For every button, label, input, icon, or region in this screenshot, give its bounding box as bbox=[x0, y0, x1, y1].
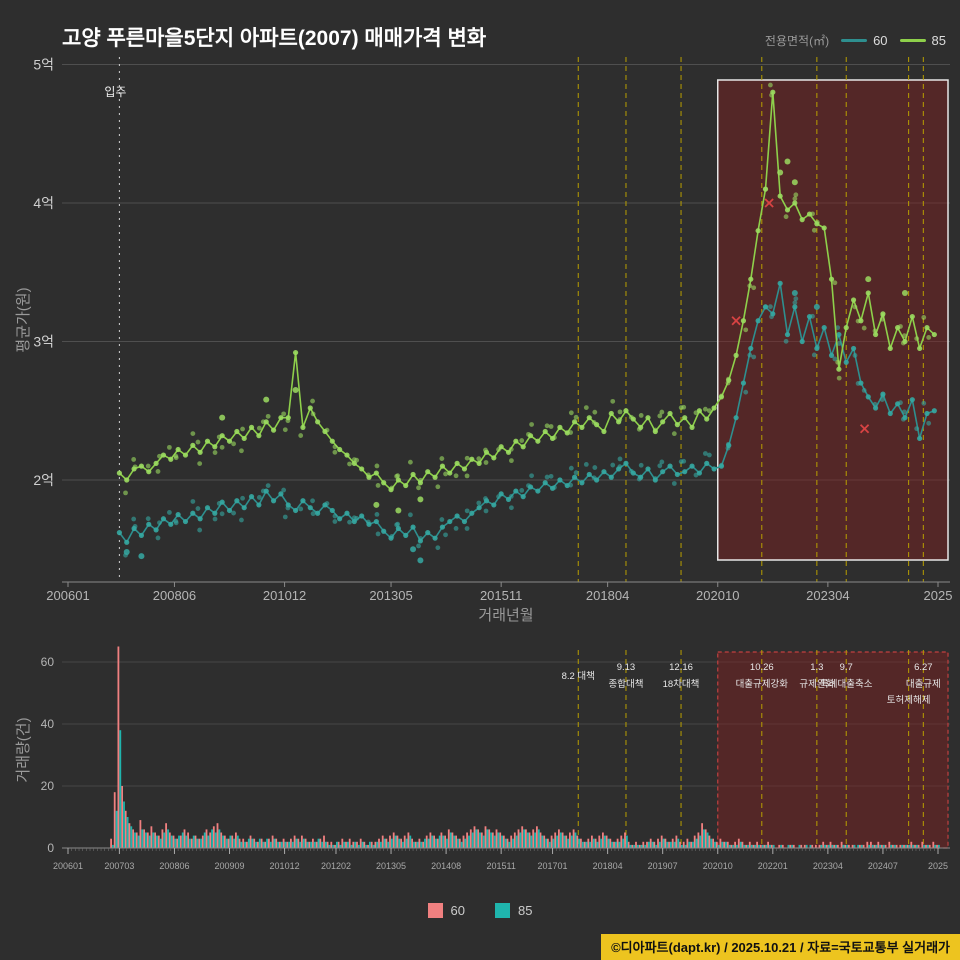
svg-text:201012: 201012 bbox=[263, 588, 306, 603]
legend-item-85[interactable]: 85 bbox=[899, 33, 946, 48]
svg-text:5억: 5억 bbox=[33, 57, 54, 73]
price-gridlines: 2억 3억 4억 5억 bbox=[33, 57, 950, 488]
svg-text:9.13: 9.13 bbox=[617, 662, 636, 673]
svg-text:201012: 201012 bbox=[270, 861, 300, 871]
svg-text:규제완화: 규제완화 bbox=[799, 679, 834, 690]
svg-text:201511: 201511 bbox=[486, 861, 515, 871]
svg-text:0: 0 bbox=[47, 841, 54, 855]
svg-text:대출규제: 대출규제 bbox=[906, 679, 941, 690]
volume-gridlines: 0 20 40 60 bbox=[41, 655, 950, 855]
price-x-markers bbox=[731, 198, 870, 434]
svg-text:2025: 2025 bbox=[928, 861, 948, 871]
volume-bars-60 bbox=[110, 646, 938, 848]
svg-text:200601: 200601 bbox=[46, 588, 89, 603]
series-60-line-swatch bbox=[841, 39, 868, 42]
svg-text:12.16: 12.16 bbox=[669, 662, 693, 673]
price-highlight-box bbox=[716, 79, 949, 561]
svg-text:특례대출축소: 특례대출축소 bbox=[820, 679, 873, 690]
volume-legend-60-label: 60 bbox=[450, 903, 465, 918]
svg-text:18차대책: 18차대책 bbox=[663, 678, 700, 690]
legend-area-bottom: 60 85 bbox=[0, 903, 960, 918]
price-axis: 200601 200806 201012 201305 201511 201804 2020… bbox=[46, 581, 953, 603]
volume-policy-labels: 8.2 대책 9.13 종합대책 12.16 18차대책 10.26 대출규제강화 1.3 규제… bbox=[562, 662, 941, 706]
svg-text:200601: 200601 bbox=[53, 861, 83, 871]
volume-axis: 200601 200703 200806 200909 201012 201202 2013… bbox=[53, 847, 950, 871]
legend-title: 전용면적(㎡) bbox=[764, 34, 830, 48]
svg-text:8.2 대책: 8.2 대책 bbox=[562, 671, 595, 682]
svg-text:200806: 200806 bbox=[153, 588, 196, 603]
svg-text:201907: 201907 bbox=[648, 861, 678, 871]
svg-text:200703: 200703 bbox=[104, 861, 134, 871]
svg-text:202201: 202201 bbox=[758, 861, 788, 871]
legend-item-85-label: 85 bbox=[931, 33, 946, 48]
volume-policy-lines bbox=[577, 650, 924, 848]
legend-item-60-label: 60 bbox=[873, 33, 888, 48]
volume-60-swatch bbox=[427, 903, 443, 918]
svg-text:201202: 201202 bbox=[321, 861, 351, 871]
volume-legend-85-label: 85 bbox=[518, 903, 533, 918]
svg-text:202010: 202010 bbox=[696, 588, 739, 603]
svg-text:201701: 201701 bbox=[538, 861, 568, 871]
svg-text:10.26: 10.26 bbox=[750, 662, 774, 673]
svg-text:200909: 200909 bbox=[214, 861, 244, 871]
svg-text:20: 20 bbox=[41, 779, 55, 793]
price-series-85 bbox=[116, 82, 937, 514]
svg-text:202010: 202010 bbox=[703, 861, 733, 871]
svg-text:3억: 3억 bbox=[33, 334, 54, 350]
svg-text:종합대책: 종합대책 bbox=[608, 679, 643, 690]
svg-text:200806: 200806 bbox=[159, 861, 189, 871]
svg-text:2025: 2025 bbox=[924, 588, 953, 603]
x-axis-title: 거래년월 bbox=[478, 607, 533, 624]
source-credit: ©디아파트(dapt.kr) / 2025.10.21 / 자료=국토교통부 실… bbox=[601, 934, 960, 960]
svg-text:2억: 2억 bbox=[33, 472, 54, 488]
y-axis-title-volume: 거래량(건) bbox=[15, 717, 32, 782]
svg-text:202304: 202304 bbox=[813, 861, 843, 871]
chart-canvas: 2억 3억 4억 5억 입주 200601 200806 201012 201305 2015… bbox=[15, 57, 952, 872]
price-chart: 2억 3억 4억 5억 입주 200601 200806 201012 201305 2015… bbox=[15, 57, 952, 625]
price-series-60 bbox=[116, 280, 937, 564]
legend-area-top: 전용면적(㎡) 60 85 bbox=[765, 32, 946, 49]
svg-text:201305: 201305 bbox=[369, 588, 412, 603]
series-85-line-swatch bbox=[899, 39, 926, 42]
svg-text:9.7: 9.7 bbox=[840, 662, 853, 673]
legend-item-60[interactable]: 60 bbox=[841, 33, 888, 48]
svg-text:4억: 4억 bbox=[33, 195, 54, 211]
svg-text:201804: 201804 bbox=[586, 588, 629, 603]
chart-title: 고양 푸른마을5단지 아파트(2007) 매매가격 변화 bbox=[62, 27, 487, 51]
move-in-line: 입주 bbox=[104, 57, 126, 582]
svg-text:40: 40 bbox=[41, 717, 55, 731]
y-axis-title-price: 평균가(원) bbox=[15, 287, 32, 352]
svg-text:60: 60 bbox=[41, 655, 55, 669]
svg-text:1.3: 1.3 bbox=[810, 662, 823, 673]
volume-bars-85 bbox=[112, 730, 940, 848]
volume-legend-item-60[interactable]: 60 bbox=[427, 903, 465, 918]
svg-text:입주: 입주 bbox=[104, 85, 126, 99]
svg-text:토허제해제: 토허제해제 bbox=[887, 694, 931, 706]
svg-text:201804: 201804 bbox=[593, 861, 623, 871]
volume-85-swatch bbox=[495, 903, 510, 918]
svg-text:202407: 202407 bbox=[868, 861, 898, 871]
svg-text:202304: 202304 bbox=[806, 588, 849, 603]
svg-text:201305: 201305 bbox=[376, 861, 406, 871]
svg-text:201408: 201408 bbox=[431, 861, 461, 871]
svg-text:6.27: 6.27 bbox=[914, 662, 933, 673]
volume-highlight-box bbox=[717, 651, 949, 849]
svg-text:201511: 201511 bbox=[480, 588, 522, 603]
svg-text:대출규제강화: 대출규제강화 bbox=[736, 679, 789, 690]
volume-legend-item-85[interactable]: 85 bbox=[495, 903, 532, 918]
